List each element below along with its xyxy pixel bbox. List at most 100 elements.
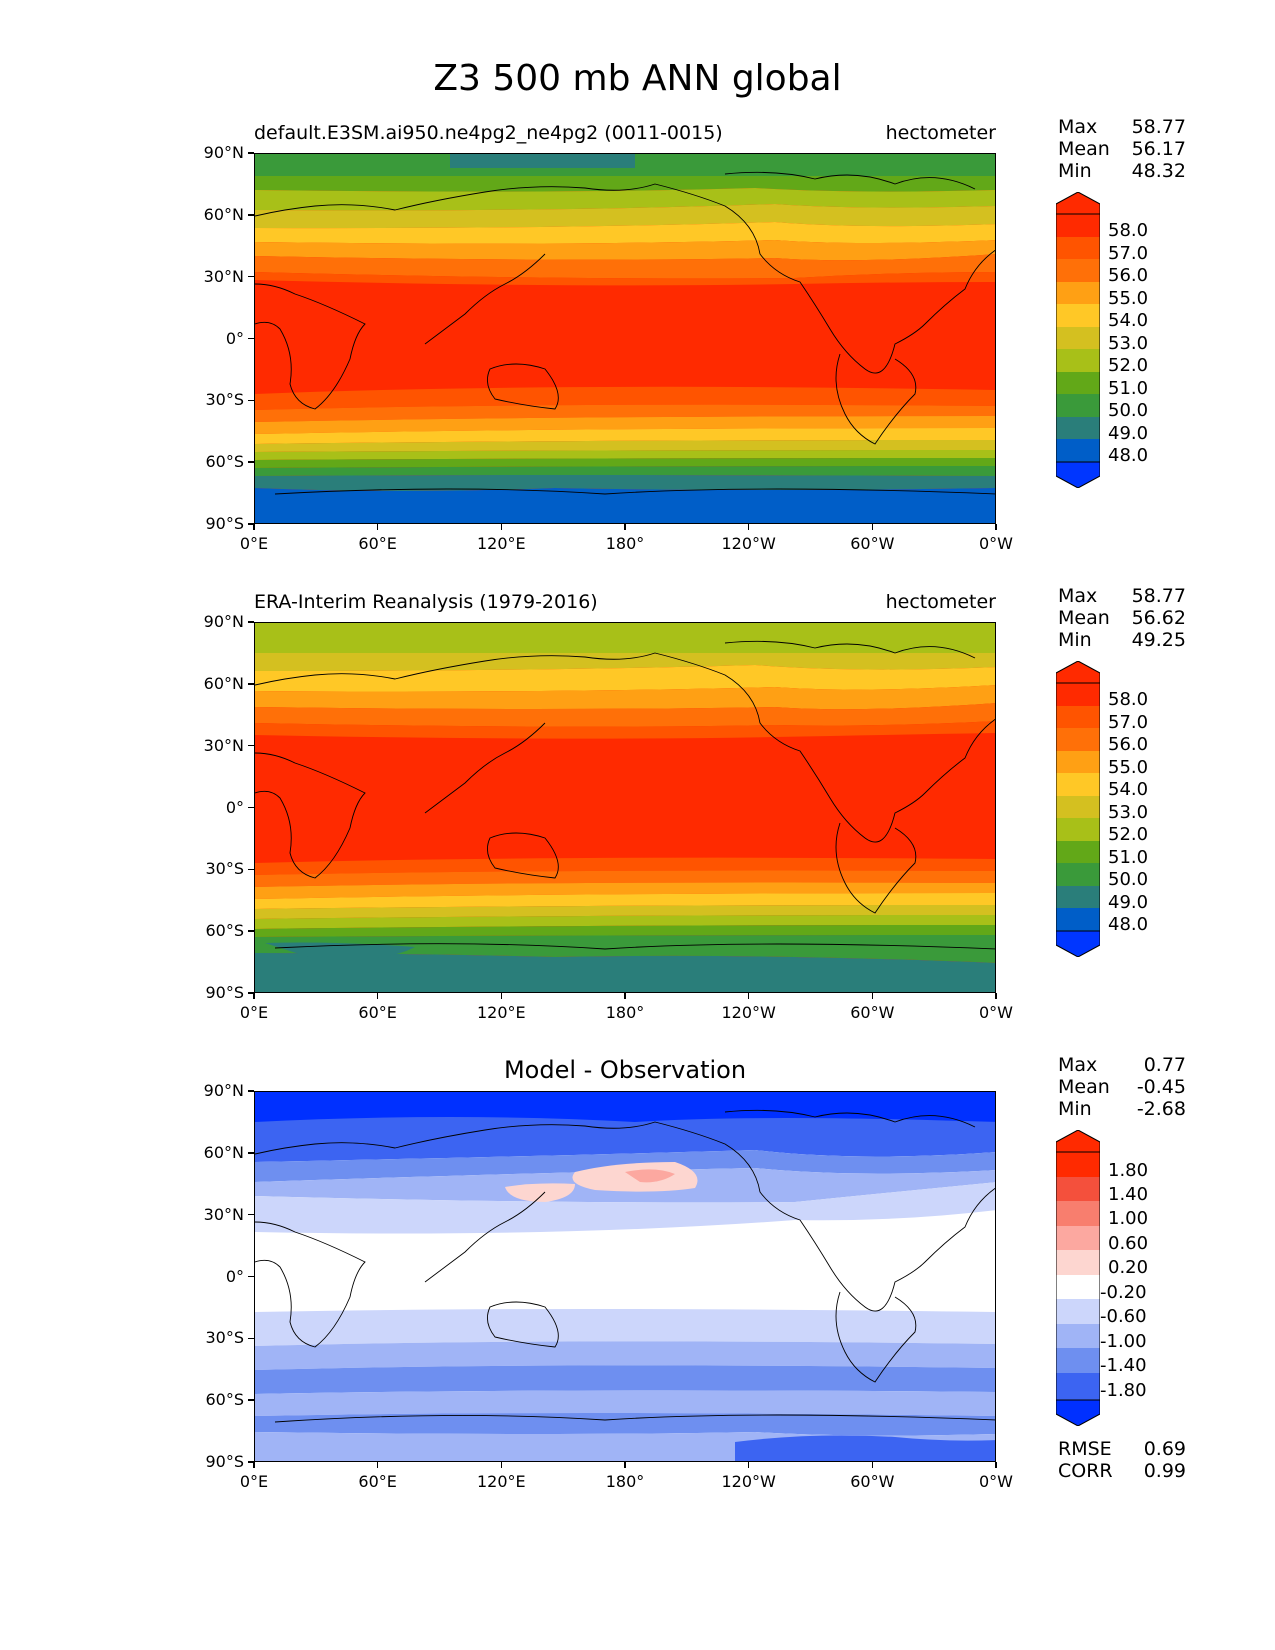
colorbar-label: 56.0 [1108,734,1149,755]
colorbar-label: 1.00 [1108,1208,1149,1229]
x-axis-tick [871,1462,874,1468]
colorbar-label: 55.0 [1108,288,1149,309]
colorbar-label: 58.0 [1108,689,1149,710]
x-axis-label: 120°E [477,1003,526,1022]
x-axis-label: 60°W [850,1472,895,1491]
stat-label: Mean [1058,1076,1110,1098]
y-axis-label: 90°N [203,612,244,631]
colorbar-label: 58.0 [1108,220,1149,241]
map-difference [254,1091,996,1462]
x-axis-label: 60°E [358,534,397,553]
y-axis-tick [248,683,254,685]
figure-title: Z3 500 mb ANN global [433,58,842,99]
y-axis-label: 60°S [205,1390,244,1410]
y-axis-label: 30°S [205,1328,244,1348]
map-observation-field [255,623,995,992]
y-axis-label: 60°N [203,204,244,224]
x-axis-tick [995,1462,997,1468]
x-axis-tick [747,1462,750,1468]
stat-label: Max [1058,585,1098,607]
x-axis-tick [376,993,379,999]
stat-label: Mean [1058,138,1110,160]
y-axis-tick [248,1461,254,1463]
y-axis-tick [248,1090,254,1092]
y-axis-label: 0° [225,797,244,817]
stat-value: 56.17 [1131,138,1186,160]
x-axis-tick [376,1462,379,1468]
y-axis-tick [248,214,254,216]
colorbar-label: 48.0 [1108,445,1149,466]
x-axis-tick [376,524,379,530]
colorbar-label: 56.0 [1108,265,1149,286]
y-axis-label: 90°N [203,143,244,162]
stat-value: 0.77 [1143,1054,1186,1076]
map-model [254,153,996,524]
x-axis-tick [500,993,503,999]
x-axis-tick [253,993,255,999]
colorbar-label: 0.60 [1108,1233,1149,1254]
x-axis-label: 0°E [239,534,269,553]
x-axis-tick [500,524,503,530]
stat-value: 58.77 [1131,585,1186,607]
x-axis-label: 0°W [979,1003,1013,1022]
x-axis-tick [253,1462,255,1468]
x-axis-label: 180° [605,534,645,553]
colorbar-label: -0.20 [1100,1282,1147,1303]
colorbar-label: 52.0 [1108,824,1149,845]
stat-label: Min [1058,160,1092,182]
panel-title-left: ERA-Interim Reanalysis (1979-2016) [254,591,598,613]
colorbar-model [1055,191,1101,492]
stat-label: Min [1058,1098,1092,1120]
panel-observation: ERA-Interim Reanalysis (1979-2016) hecto… [0,0,1275,993]
y-axis-tick [248,1152,254,1154]
y-axis-tick [248,152,254,154]
stat-label: RMSE [1058,1438,1112,1460]
y-axis-label: 30°N [203,735,244,755]
x-axis-label: 120°E [477,1472,526,1491]
y-axis-label: 90°S [205,514,244,533]
colorbar-label: 52.0 [1108,355,1149,376]
x-axis-label: 120°W [721,1472,776,1491]
x-axis-tick [253,524,255,530]
colorbar-label: 49.0 [1108,892,1149,913]
y-axis-label: 30°N [203,266,244,286]
map-difference-field [255,1092,995,1461]
colorbar-label: 55.0 [1108,757,1149,778]
colorbar-label: 51.0 [1108,378,1149,399]
stat-value: -0.45 [1136,1076,1186,1098]
colorbar-label: 54.0 [1108,779,1149,800]
x-axis-tick [995,524,997,530]
map-model-field [255,154,995,523]
x-axis-label: 0°E [239,1003,269,1022]
y-axis-tick [248,1275,254,1278]
y-axis-tick [248,461,254,463]
colorbar-label: 48.0 [1108,914,1149,935]
y-axis-tick [248,806,254,809]
stat-label: Max [1058,116,1098,138]
error-stats: RMSE 0.69 CORR 0.99 [1058,1438,1186,1482]
y-axis-label: 90°S [205,983,244,1002]
x-axis-label: 120°E [477,534,526,553]
y-axis-label: 30°S [205,390,244,410]
x-axis-tick [747,524,750,530]
stat-label: Max [1058,1054,1098,1076]
colorbar-label: 1.80 [1108,1160,1149,1181]
y-axis-label: 30°N [203,1204,244,1224]
stat-value: 0.69 [1143,1438,1186,1460]
panel-units: hectometer [885,122,996,144]
y-axis-tick [248,337,254,340]
colorbar-label: 57.0 [1108,712,1149,733]
y-axis-label: 60°N [203,673,244,693]
x-axis-label: 180° [605,1472,645,1491]
stats-panel-model: Max 58.77 Mean 56.17 Min 48.32 [1058,116,1186,182]
stats-panel-observation: Max 58.77 Mean 56.62 Min 49.25 [1058,585,1186,651]
colorbar-label: 49.0 [1108,423,1149,444]
colorbar-observation [1055,660,1101,961]
x-axis-label: 60°W [850,1003,895,1022]
colorbar-label: 50.0 [1108,869,1149,890]
colorbar-label: 51.0 [1108,847,1149,868]
x-axis-label: 120°W [721,534,776,553]
panel-title-left: default.E3SM.ai950.ne4pg2_ne4pg2 (0011-0… [254,122,723,144]
panel-title-center: Model - Observation [503,1056,747,1084]
colorbar-label: 1.40 [1108,1184,1149,1205]
